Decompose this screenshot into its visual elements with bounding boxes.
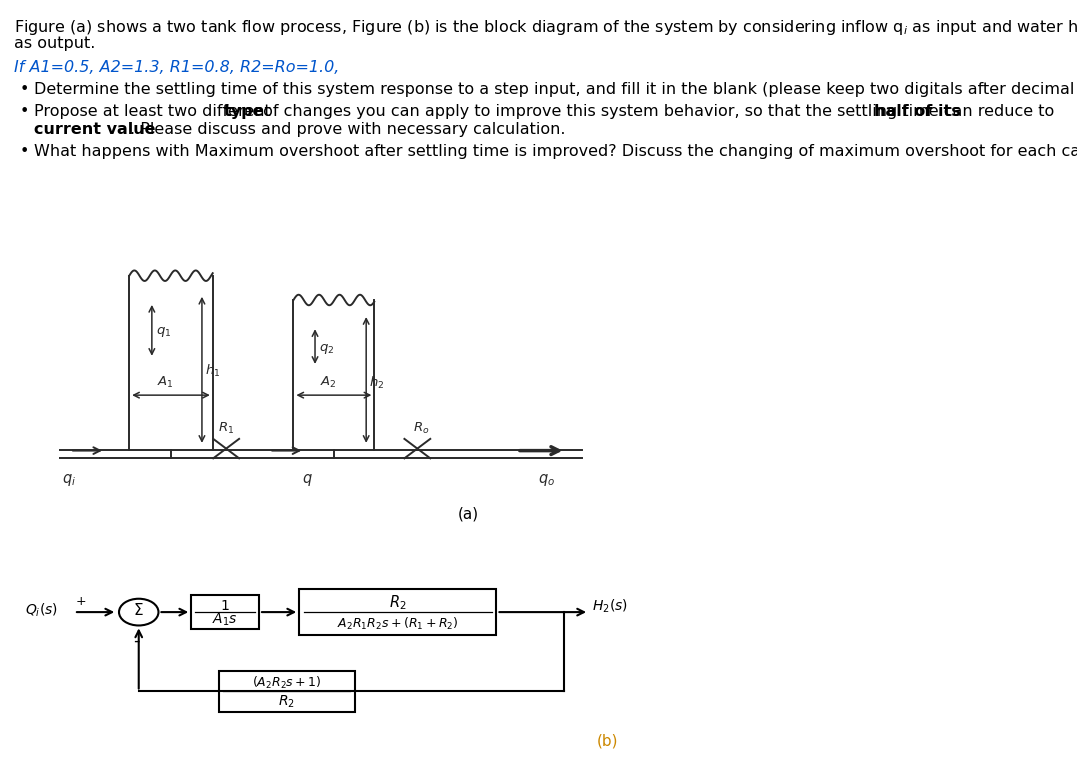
FancyBboxPatch shape — [192, 595, 260, 629]
Text: (a): (a) — [458, 506, 479, 522]
Text: $A_1$: $A_1$ — [157, 375, 174, 391]
Text: $R_2$: $R_2$ — [389, 594, 407, 612]
Text: $q_i$: $q_i$ — [62, 472, 76, 488]
Text: $A_2 R_1 R_2 s + (R_1 + R_2)$: $A_2 R_1 R_2 s + (R_1 + R_2)$ — [337, 616, 459, 632]
Text: $Q_i(s)$: $Q_i(s)$ — [25, 601, 57, 619]
Text: $h_1$: $h_1$ — [205, 363, 221, 379]
FancyBboxPatch shape — [299, 589, 496, 635]
Text: •: • — [20, 144, 29, 159]
Text: If A1=0.5, A2=1.3, R1=0.8, R2=Ro=1.0,: If A1=0.5, A2=1.3, R1=0.8, R2=Ro=1.0, — [14, 60, 339, 75]
Text: •: • — [20, 82, 29, 97]
Text: $R_2$: $R_2$ — [278, 694, 295, 710]
Text: $A_2$: $A_2$ — [320, 375, 337, 391]
Text: $\Sigma$: $\Sigma$ — [134, 602, 144, 618]
Text: $1$: $1$ — [221, 599, 229, 613]
Text: type: type — [224, 104, 265, 119]
Text: $q$: $q$ — [302, 472, 312, 488]
Text: Propose at least two different: Propose at least two different — [34, 104, 276, 119]
Text: Determine the settling time of this system response to a step input, and fill it: Determine the settling time of this syst… — [34, 82, 1077, 97]
FancyBboxPatch shape — [219, 670, 354, 712]
Text: What happens with Maximum overshoot after settling time is improved? Discuss the: What happens with Maximum overshoot afte… — [34, 144, 1077, 159]
Text: (b): (b) — [597, 734, 618, 749]
Text: . Please discuss and prove with necessary calculation.: . Please discuss and prove with necessar… — [130, 122, 565, 137]
Text: as output.: as output. — [14, 36, 96, 51]
Text: $R_1$: $R_1$ — [219, 421, 235, 436]
Text: -: - — [134, 632, 140, 650]
Text: half of its: half of its — [875, 104, 961, 119]
Text: $q_o$: $q_o$ — [538, 472, 556, 488]
Text: $(A_2 R_2 s + 1)$: $(A_2 R_2 s + 1)$ — [252, 675, 322, 691]
Text: Figure (a) shows a two tank flow process, Figure (b) is the block diagram of the: Figure (a) shows a two tank flow process… — [14, 18, 1077, 37]
Text: +: + — [76, 595, 86, 608]
Text: $q_2$: $q_2$ — [320, 342, 335, 355]
Text: $A_1 s$: $A_1 s$ — [212, 611, 238, 627]
Text: $R_o$: $R_o$ — [414, 421, 430, 436]
Text: •: • — [20, 104, 29, 119]
Text: $q_1$: $q_1$ — [156, 326, 171, 339]
Text: of changes you can apply to improve this system behavior, so that the settling t: of changes you can apply to improve this… — [258, 104, 1060, 119]
Text: current value: current value — [34, 122, 155, 137]
Text: $h_2$: $h_2$ — [369, 375, 384, 391]
Text: $H_2(s)$: $H_2(s)$ — [592, 597, 628, 614]
